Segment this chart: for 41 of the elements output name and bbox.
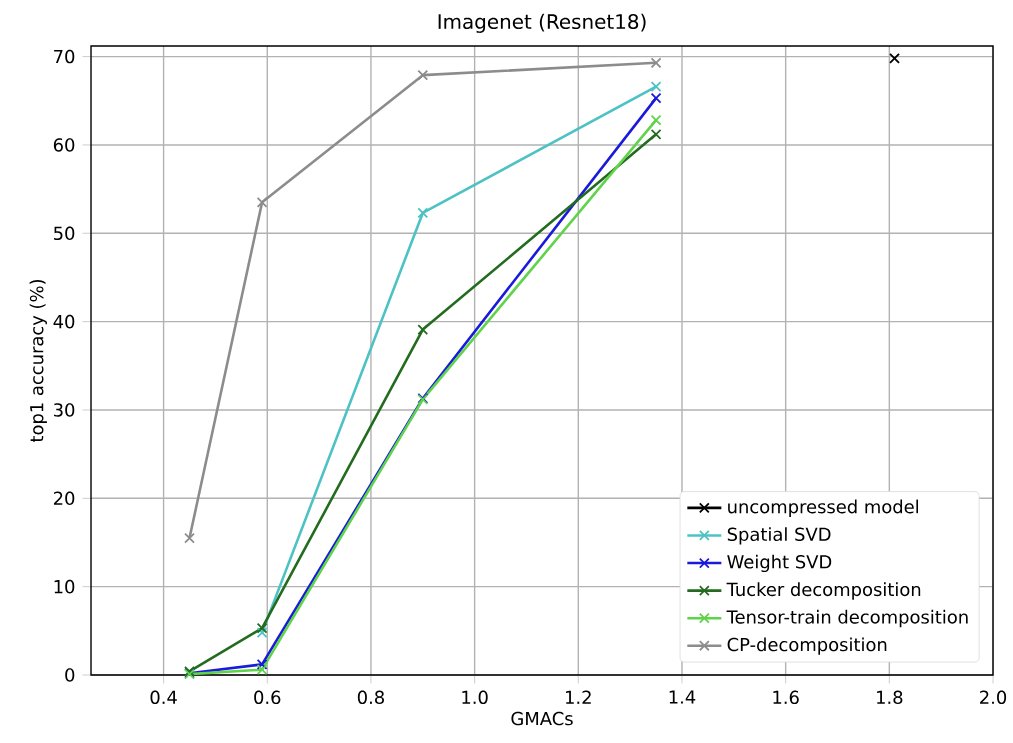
x-tick-label: 1.2 — [566, 690, 591, 704]
x-axis-title: GMACs — [511, 711, 573, 726]
point — [417, 69, 429, 81]
point — [650, 114, 662, 126]
point — [650, 92, 662, 104]
legend-label: CP-decomposition — [727, 637, 887, 655]
point — [256, 196, 268, 208]
point — [256, 622, 268, 634]
point — [889, 52, 900, 64]
chart-title: Imagenet (Resnet18) — [438, 13, 646, 33]
x-tick-label: 1.0 — [462, 690, 488, 705]
y-tick-label: 10 — [54, 579, 75, 594]
point — [650, 57, 662, 69]
legend-label: uncompressed model — [728, 499, 919, 517]
y-tick-label: 60 — [53, 138, 75, 152]
x-tick-label: 0.4 — [150, 690, 177, 705]
point — [417, 207, 429, 219]
legend-label: Tucker decomposition — [726, 582, 921, 600]
y-tick-label: 70 — [54, 49, 75, 64]
y-tick-label: 30 — [54, 403, 75, 417]
legend-label: Spatial SVD — [727, 527, 831, 545]
point — [184, 532, 195, 544]
x-tick-label: 1.8 — [877, 690, 903, 705]
y-tick-label: 40 — [53, 314, 75, 329]
point — [256, 658, 268, 670]
point — [650, 128, 662, 140]
x-tick-label: 0.8 — [357, 690, 384, 705]
x-tick-label: 1.4 — [669, 690, 696, 704]
point — [256, 627, 268, 638]
legend-label: Tensor-train decomposition — [726, 609, 968, 628]
y-tick-label: 20 — [53, 491, 75, 506]
y-tick-label: 50 — [54, 226, 75, 241]
y-axis-title: top1 accuracy (%) — [29, 279, 47, 443]
y-tick-label: 0 — [65, 668, 75, 682]
legend-label: Weight SVD — [727, 554, 832, 573]
point — [417, 324, 429, 335]
x-tick-label: 2.0 — [980, 690, 1007, 705]
x-tick-label: 0.6 — [254, 690, 281, 705]
x-tick-label: 1.6 — [773, 690, 799, 705]
point — [650, 81, 662, 93]
point — [256, 664, 268, 676]
